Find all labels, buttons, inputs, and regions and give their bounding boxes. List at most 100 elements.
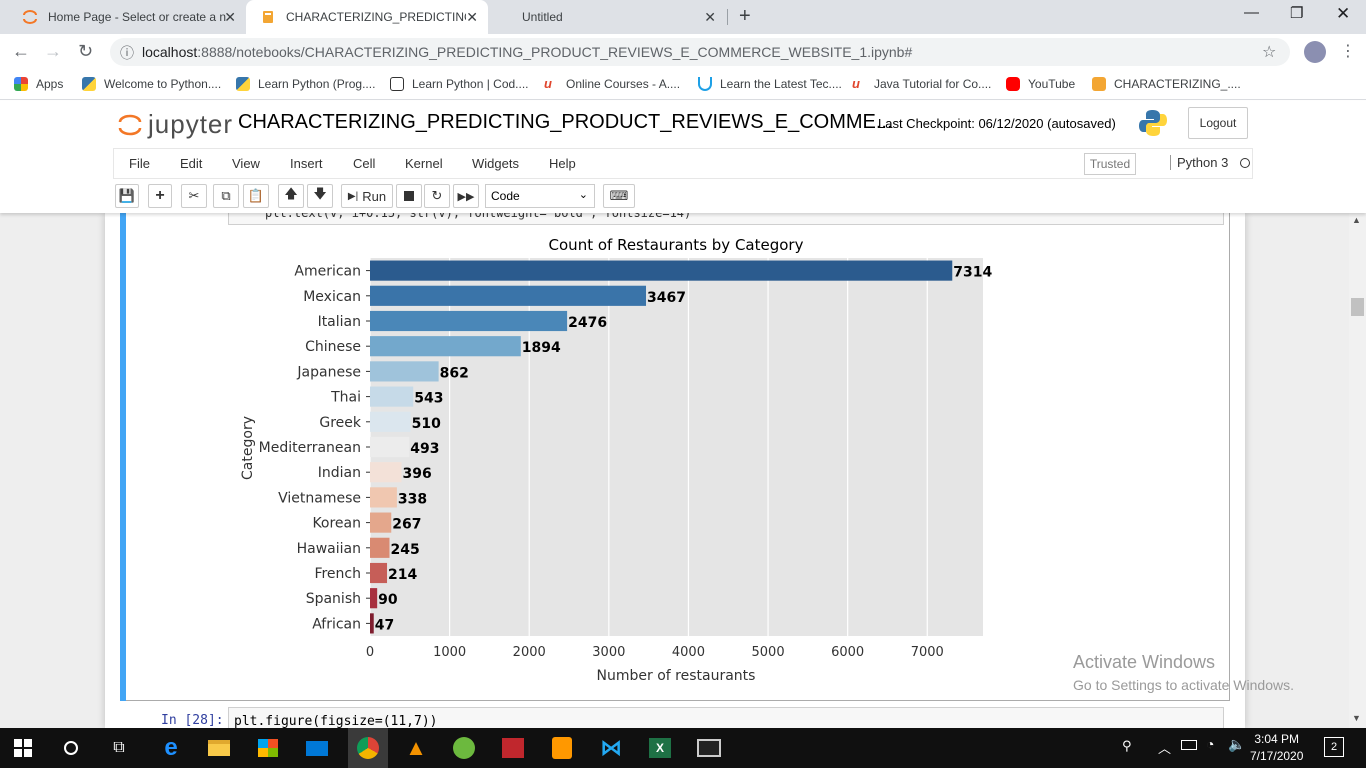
notifications-icon[interactable]: 2 <box>1324 737 1344 757</box>
cell-type-select[interactable]: Code ⌄ <box>485 184 595 208</box>
y-tick-label: African <box>312 616 361 632</box>
jupyter-header: jupyter CHARACTERIZING_PREDICTING_PRODUC… <box>0 101 1366 213</box>
system-clock[interactable]: 3:04 PM 7/17/2020 <box>1250 731 1303 765</box>
sublime-text-icon[interactable] <box>549 736 575 760</box>
x-tick-label: 5000 <box>752 645 785 660</box>
minimize-window-icon[interactable]: — <box>1244 4 1259 21</box>
jupyter-logo[interactable]: jupyter <box>118 109 233 140</box>
tab-notebook[interactable]: CHARACTERIZING_PREDICTING_ ✕ <box>246 0 488 34</box>
scrollbar-thumb[interactable] <box>1351 298 1364 316</box>
chrome-icon[interactable] <box>348 728 388 768</box>
back-arrow-icon[interactable]: ← <box>12 41 30 61</box>
edge-icon[interactable]: e <box>164 734 178 761</box>
menu-edit[interactable]: Edit <box>180 156 203 171</box>
menu-help[interactable]: Help <box>549 156 576 171</box>
menu-insert[interactable]: Insert <box>290 156 323 171</box>
move-up-icon[interactable]: 🡅 <box>278 184 304 208</box>
menu-kernel[interactable]: Kernel <box>405 156 443 171</box>
mail-icon[interactable] <box>304 736 330 760</box>
terminal-icon[interactable] <box>696 736 722 760</box>
restaurant-category-chart: Count of Restaurants by Category America… <box>240 236 992 684</box>
close-tab-icon[interactable]: ✕ <box>466 9 478 25</box>
keyboard-icon[interactable]: ⌨ <box>603 184 635 208</box>
bar <box>370 613 374 634</box>
bookmark-learn-python[interactable]: Learn Python (Prog.... <box>236 77 375 91</box>
bookmark-learn-latest-tech[interactable]: Learn the Latest Tec.... <box>698 77 842 91</box>
logout-button[interactable]: Logout <box>1188 107 1248 139</box>
file-explorer-icon[interactable] <box>206 736 232 760</box>
run-button[interactable]: ▶| Run <box>341 184 393 208</box>
bookmark-apps[interactable]: Apps <box>14 77 63 91</box>
url-input[interactable]: ⓘ localhost:8888/notebooks/CHARACTERIZIN… <box>110 38 1290 66</box>
x-tick-label: 0 <box>366 645 374 660</box>
chart-title: Count of Restaurants by Category <box>549 236 804 254</box>
restart-run-all-icon[interactable]: ▶▶ <box>453 184 479 208</box>
bookmark-python-welcome[interactable]: Welcome to Python.... <box>82 77 221 91</box>
close-tab-icon[interactable]: ✕ <box>704 9 716 25</box>
windows-start-icon[interactable] <box>10 736 36 760</box>
restore-window-icon[interactable]: ❐ <box>1290 5 1304 22</box>
browser-menu-icon[interactable]: ⋮ <box>1340 43 1356 60</box>
bookmark-java-tutorial[interactable]: u Java Tutorial for Co.... <box>852 76 992 92</box>
interrupt-icon[interactable] <box>396 184 422 208</box>
cut-icon[interactable]: ✂ <box>181 184 207 208</box>
paste-icon[interactable]: 📋 <box>243 184 269 208</box>
windows-taskbar: ⧉ e ▲ ⋈ X ⚲ ︿ ◔ 🔈 3:04 PM 7/17/2020 2 <box>0 728 1366 768</box>
menu-view[interactable]: View <box>232 156 260 171</box>
save-icon[interactable]: 💾 <box>115 184 139 208</box>
menu-file[interactable]: File <box>129 156 150 171</box>
code-cell-input[interactable]: plt.figure(figsize=(11,7)) <box>228 707 1224 728</box>
restart-icon[interactable]: ↻ <box>424 184 450 208</box>
bar <box>370 336 521 357</box>
close-tab-icon[interactable]: ✕ <box>224 9 236 25</box>
bar-value-label: 396 <box>403 466 432 482</box>
code-cell-input[interactable]: plt.text(v, i+0.15, str(v), fontweight='… <box>228 213 1224 225</box>
x-tick-label: 6000 <box>831 645 864 660</box>
menu-widgets[interactable]: Widgets <box>472 156 519 171</box>
tab-untitled[interactable]: Untitled ✕ <box>490 0 726 34</box>
battery-icon[interactable] <box>1181 740 1197 750</box>
bar-series <box>370 260 953 634</box>
chevron-up-icon[interactable]: ︿ <box>1158 741 1172 756</box>
udacity-icon <box>698 77 712 91</box>
trusted-badge[interactable]: Trusted <box>1084 153 1136 175</box>
excel-icon[interactable]: X <box>647 736 673 760</box>
wifi-icon[interactable]: ◔ <box>1206 736 1215 752</box>
notebook-title[interactable]: CHARACTERIZING_PREDICTING_PRODUCT_REVIEW… <box>238 111 893 133</box>
bookmark-learn-python-code[interactable]: Learn Python | Cod.... <box>390 77 529 91</box>
bookmark-youtube[interactable]: YouTube <box>1006 77 1075 91</box>
cell-prompt: In [28]: <box>161 713 224 728</box>
app-icon[interactable] <box>500 736 526 760</box>
store-icon[interactable] <box>255 736 281 760</box>
profile-avatar[interactable] <box>1304 41 1326 63</box>
x-tick-label: 3000 <box>592 645 625 660</box>
bookmark-online-courses[interactable]: u Online Courses - A.... <box>544 76 681 92</box>
search-icon[interactable] <box>58 736 84 760</box>
menu-cell[interactable]: Cell <box>353 156 376 171</box>
bookmark-star-icon[interactable]: ☆ <box>1262 44 1277 61</box>
info-icon[interactable]: ⓘ <box>120 45 134 61</box>
bookmark-characterizing[interactable]: CHARACTERIZING_.... <box>1092 77 1241 91</box>
vscode-icon[interactable]: ⋈ <box>600 735 622 760</box>
people-icon[interactable]: ⚲ <box>1122 738 1132 753</box>
scroll-down-icon[interactable]: ▼ <box>1352 713 1361 723</box>
page-scrollbar[interactable]: ▲ ▼ <box>1349 213 1366 728</box>
scroll-up-icon[interactable]: ▲ <box>1352 215 1361 225</box>
volume-icon[interactable]: 🔈 <box>1228 736 1246 752</box>
tab-label: Untitled <box>522 10 563 24</box>
copy-icon[interactable]: ⧉ <box>213 184 239 208</box>
task-view-icon[interactable]: ⧉ <box>113 739 125 756</box>
move-down-icon[interactable]: 🡇 <box>307 184 333 208</box>
new-tab-button[interactable]: + <box>739 5 751 27</box>
insert-cell-icon[interactable]: + <box>148 184 172 208</box>
vlc-icon[interactable]: ▲ <box>405 735 427 760</box>
reload-icon[interactable]: ↻ <box>78 41 94 61</box>
bar-value-label: 7314 <box>953 265 992 281</box>
close-window-icon[interactable]: ✕ <box>1336 4 1351 23</box>
tab-home-page[interactable]: Home Page - Select or create a n ✕ <box>8 0 246 34</box>
next-code-cell[interactable]: In [28]: plt.figure(figsize=(11,7)) <box>105 707 1245 728</box>
utorrent-icon[interactable] <box>451 736 477 760</box>
y-tick-labels: American Mexican Italian Chinese Japanese Tha… <box>259 264 370 632</box>
forward-arrow-icon[interactable]: → <box>44 41 62 61</box>
selected-cell-indicator <box>120 213 126 701</box>
